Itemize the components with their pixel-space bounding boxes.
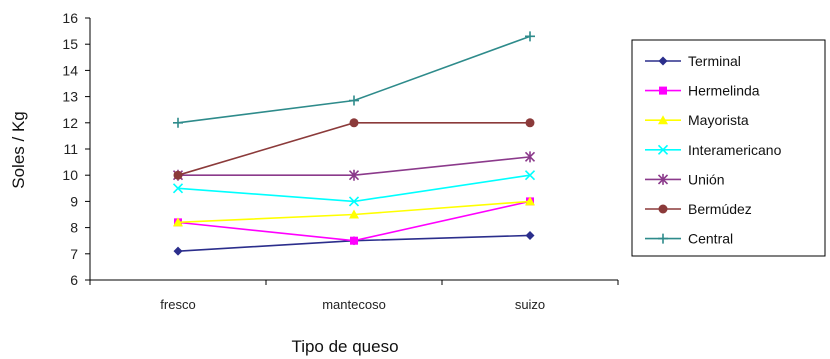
y-axis-title: Soles / Kg [9,111,28,189]
x-tick-label: fresco [160,297,195,312]
legend-label: Terminal [688,53,741,69]
series-line [177,122,530,176]
legend-item: Mayorista [645,112,749,128]
legend-marker [658,56,668,66]
legend-item: Bermúdez [645,201,752,217]
y-tick-label: 8 [70,220,78,236]
y-tick-label: 15 [62,36,78,52]
legend-label: Bermúdez [688,201,752,217]
x-axis-title: Tipo de queso [291,337,398,356]
legend-item: Interamericano [645,142,782,158]
data-point [173,246,183,256]
legend-item: Unión [645,171,725,187]
x-tick-label: suizo [515,297,545,312]
data-point [349,118,359,128]
data-point [525,196,535,206]
legend-marker [659,86,667,95]
y-tick-label: 11 [63,141,78,157]
y-axis: 6 7 8 9 10 11 12 13 14 15 16 [62,10,91,288]
y-tick-label: 9 [70,193,78,209]
legend-marker [658,233,668,244]
series-2 [173,196,535,227]
y-tick-label: 12 [62,115,78,131]
y-tick-label: 6 [70,272,78,288]
series-6 [173,31,535,128]
legend-item: Hermelinda [645,83,760,99]
legend-item: Terminal [645,53,741,69]
y-tick-label: 14 [62,62,78,78]
data-point [349,209,359,219]
data-point [524,151,536,163]
data-point [525,230,535,240]
data-point [172,183,184,194]
data-point [173,170,183,180]
data-point [173,217,183,227]
y-tick-label: 16 [62,10,78,26]
data-point [173,117,183,128]
series-line [177,35,531,124]
data-point [348,169,360,181]
data-point [525,31,535,42]
series-3 [172,170,536,207]
series-line [177,200,531,242]
data-point [524,170,536,181]
y-tick-label: 7 [70,246,78,262]
legend-marker [658,204,668,214]
y-tick-label: 13 [62,89,78,105]
series-4 [172,151,536,181]
data-point [350,236,358,245]
series-5 [173,118,535,180]
legend-label: Hermelinda [688,83,760,99]
data-point [348,196,360,207]
legend: Terminal Hermelinda Mayorista Interamerican… [631,39,826,257]
legend-label: Interamericano [688,142,782,158]
legend-marker [658,115,668,125]
legend-label: Mayorista [688,112,749,128]
y-tick-label: 10 [62,167,78,183]
data-point [349,95,359,106]
x-tick-label: mantecoso [322,297,386,312]
legend-item: Central [645,231,733,247]
legend-marker [657,144,669,155]
legend-label: Unión [688,171,725,187]
x-axis: fresco mantecoso suizo [89,279,619,312]
data-point [525,118,535,128]
legend-marker [657,173,669,185]
series-group [172,31,536,256]
legend-label: Central [688,231,733,247]
